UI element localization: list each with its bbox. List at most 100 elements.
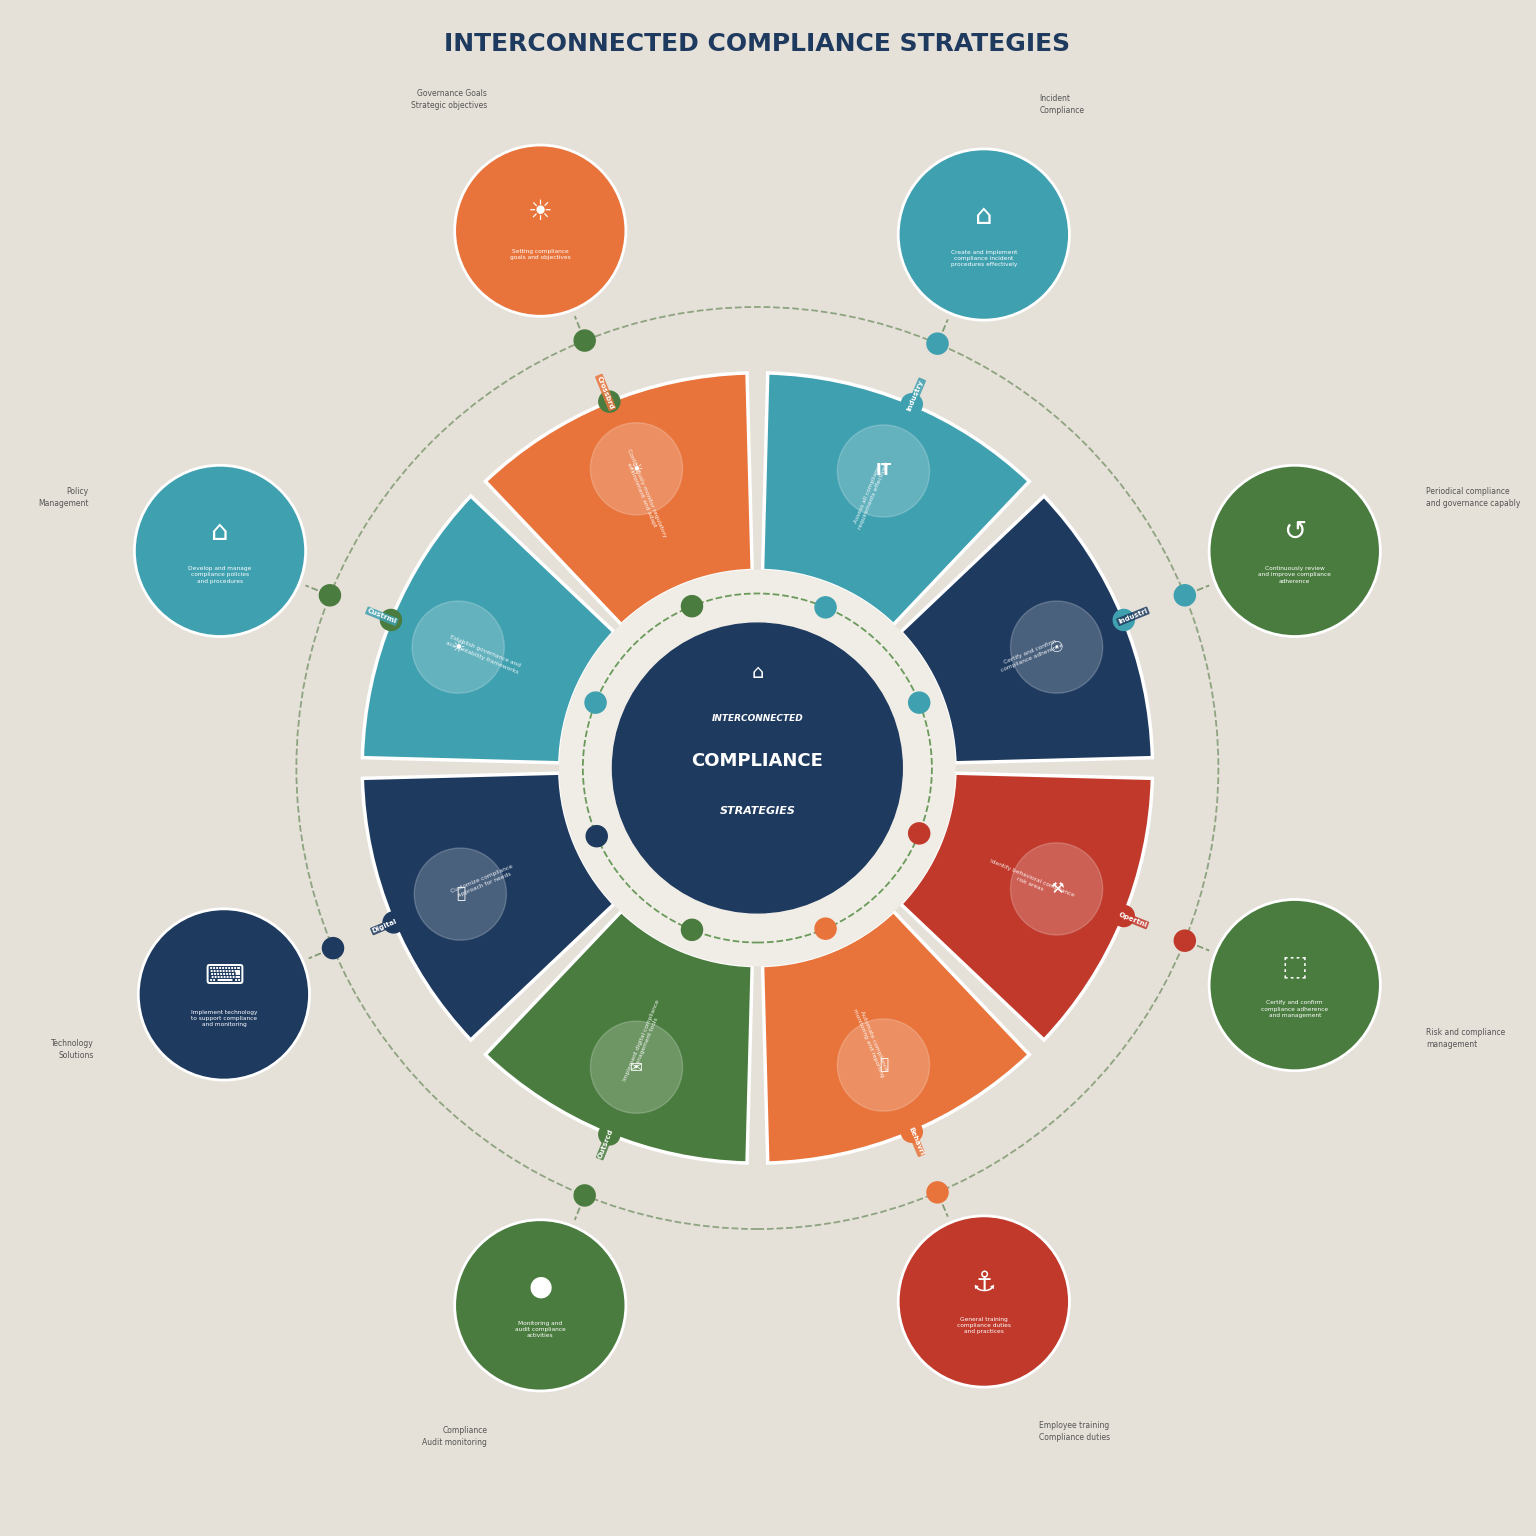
Wedge shape bbox=[362, 773, 614, 1040]
Circle shape bbox=[574, 330, 596, 352]
Text: ☉: ☉ bbox=[1049, 639, 1063, 654]
Text: Governance Goals
Strategic objectives: Governance Goals Strategic objectives bbox=[412, 89, 487, 109]
Text: Monitoring and
audit compliance
activities: Monitoring and audit compliance activiti… bbox=[515, 1321, 565, 1338]
Circle shape bbox=[1209, 465, 1381, 636]
Circle shape bbox=[590, 422, 682, 515]
Text: Outsrcd: Outsrcd bbox=[598, 1127, 614, 1160]
Text: ⌂: ⌂ bbox=[212, 518, 229, 547]
Circle shape bbox=[837, 425, 929, 518]
Text: Certify and confirm
compliance adherence: Certify and confirm compliance adherence bbox=[998, 636, 1064, 673]
Text: ↺: ↺ bbox=[1283, 518, 1306, 547]
Circle shape bbox=[909, 823, 929, 843]
Text: Industrl: Industrl bbox=[1117, 608, 1149, 625]
Text: Certify and confirm
compliance adherence
and management: Certify and confirm compliance adherence… bbox=[1261, 1000, 1329, 1018]
Wedge shape bbox=[485, 911, 753, 1163]
Text: ⬚: ⬚ bbox=[1281, 952, 1307, 980]
Text: Implement technology
to support compliance
and monitoring: Implement technology to support complian… bbox=[190, 1009, 257, 1028]
Text: Incident
Compliance: Incident Compliance bbox=[1040, 94, 1084, 115]
Text: COMPLIANCE: COMPLIANCE bbox=[691, 753, 823, 771]
Text: Customize compliance
approach for needs: Customize compliance approach for needs bbox=[450, 863, 516, 900]
Wedge shape bbox=[762, 373, 1029, 625]
Text: Identify behavioral compliance
risk areas: Identify behavioral compliance risk area… bbox=[988, 859, 1075, 905]
Text: General training
compliance duties
and practices: General training compliance duties and p… bbox=[957, 1316, 1011, 1335]
Text: Industry: Industry bbox=[906, 378, 925, 412]
Circle shape bbox=[599, 1124, 621, 1144]
Circle shape bbox=[1114, 906, 1134, 926]
Circle shape bbox=[613, 624, 902, 912]
Circle shape bbox=[138, 909, 310, 1080]
Text: ☀: ☀ bbox=[630, 461, 644, 476]
Circle shape bbox=[837, 1018, 929, 1111]
Text: Behavrl: Behavrl bbox=[906, 1126, 925, 1157]
Text: Compliance
Audit monitoring: Compliance Audit monitoring bbox=[422, 1427, 487, 1447]
Text: STRATEGIES: STRATEGIES bbox=[719, 806, 796, 816]
Circle shape bbox=[590, 1021, 682, 1114]
Circle shape bbox=[1011, 843, 1103, 935]
Text: Continuously review
and improve compliance
adherence: Continuously review and improve complian… bbox=[1258, 567, 1332, 584]
Text: Automate compliance
monitoring and reporting: Automate compliance monitoring and repor… bbox=[851, 1006, 889, 1078]
Text: ✉: ✉ bbox=[630, 1060, 644, 1075]
Text: ☀: ☀ bbox=[452, 639, 465, 654]
Circle shape bbox=[1209, 900, 1381, 1071]
Circle shape bbox=[587, 826, 607, 846]
Text: INTERCONNECTED COMPLIANCE STRATEGIES: INTERCONNECTED COMPLIANCE STRATEGIES bbox=[444, 32, 1071, 55]
Text: IT: IT bbox=[876, 464, 891, 478]
Text: Create and implement
compliance incident
procedures effectively: Create and implement compliance incident… bbox=[951, 250, 1017, 267]
Circle shape bbox=[455, 144, 625, 316]
Circle shape bbox=[455, 1220, 625, 1392]
Wedge shape bbox=[900, 496, 1152, 763]
Text: Develop and manage
compliance policies
and procedures: Develop and manage compliance policies a… bbox=[189, 567, 252, 584]
Circle shape bbox=[816, 919, 836, 938]
Text: Assess all compliance
requirements effectively: Assess all compliance requirements effec… bbox=[851, 458, 889, 530]
Text: Custrml: Custrml bbox=[366, 608, 398, 625]
Circle shape bbox=[415, 848, 507, 940]
Text: Opertnl: Opertnl bbox=[1118, 911, 1147, 928]
Circle shape bbox=[559, 570, 955, 966]
Circle shape bbox=[899, 149, 1069, 319]
Circle shape bbox=[574, 1184, 596, 1206]
Text: Policy
Management: Policy Management bbox=[38, 487, 89, 508]
Circle shape bbox=[926, 333, 948, 355]
Text: Technology
Solutions: Technology Solutions bbox=[51, 1040, 94, 1060]
Circle shape bbox=[599, 392, 621, 412]
Circle shape bbox=[899, 1217, 1069, 1387]
Text: Crossbrd: Crossbrd bbox=[596, 375, 614, 410]
Circle shape bbox=[682, 919, 702, 940]
Text: ⧉: ⧉ bbox=[879, 1058, 888, 1072]
Circle shape bbox=[1011, 601, 1103, 693]
Text: INTERCONNECTED: INTERCONNECTED bbox=[711, 714, 803, 723]
Text: Setting compliance
goals and objectives: Setting compliance goals and objectives bbox=[510, 249, 571, 260]
Text: Risk and compliance
management: Risk and compliance management bbox=[1425, 1028, 1505, 1049]
Wedge shape bbox=[362, 496, 614, 763]
Circle shape bbox=[902, 1121, 922, 1143]
Wedge shape bbox=[762, 911, 1029, 1163]
Text: ⌨: ⌨ bbox=[204, 962, 244, 989]
Text: ⦵: ⦵ bbox=[456, 886, 465, 902]
Text: ⌂: ⌂ bbox=[975, 201, 992, 230]
Circle shape bbox=[682, 596, 702, 617]
Circle shape bbox=[319, 585, 341, 605]
Circle shape bbox=[323, 937, 344, 958]
Wedge shape bbox=[900, 773, 1152, 1040]
Circle shape bbox=[909, 693, 929, 713]
Circle shape bbox=[412, 601, 504, 693]
Circle shape bbox=[926, 1181, 948, 1203]
Wedge shape bbox=[485, 373, 753, 625]
Circle shape bbox=[381, 610, 401, 630]
Circle shape bbox=[135, 465, 306, 636]
Circle shape bbox=[1114, 610, 1134, 630]
Text: Periodical compliance
and governance capably: Periodical compliance and governance cap… bbox=[1425, 487, 1521, 508]
Text: ☀: ☀ bbox=[528, 198, 553, 226]
Text: ⌂: ⌂ bbox=[751, 664, 763, 682]
Text: ⚓: ⚓ bbox=[971, 1269, 997, 1296]
Circle shape bbox=[585, 693, 607, 713]
Text: Continuously monitor regulatory
environment and adapt: Continuously monitor regulatory environm… bbox=[621, 449, 667, 541]
Text: Establish governance and
accountability frameworks: Establish governance and accountability … bbox=[445, 634, 522, 674]
Text: Digital: Digital bbox=[372, 919, 398, 934]
Text: Employee training
Compliance duties: Employee training Compliance duties bbox=[1040, 1421, 1111, 1442]
Circle shape bbox=[382, 912, 404, 932]
Text: Implement digital compliance
management tools: Implement digital compliance management … bbox=[622, 998, 667, 1084]
Text: ●: ● bbox=[528, 1272, 553, 1301]
Circle shape bbox=[1175, 931, 1195, 951]
Circle shape bbox=[816, 598, 836, 617]
